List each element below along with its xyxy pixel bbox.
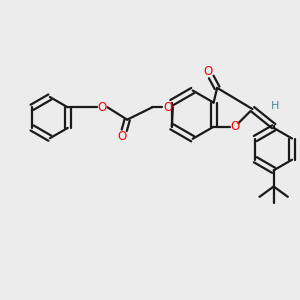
Text: O: O bbox=[98, 101, 107, 114]
Text: H: H bbox=[271, 100, 279, 110]
Text: O: O bbox=[230, 120, 239, 133]
Text: O: O bbox=[163, 101, 172, 114]
Text: O: O bbox=[204, 65, 213, 78]
Text: O: O bbox=[117, 130, 127, 143]
